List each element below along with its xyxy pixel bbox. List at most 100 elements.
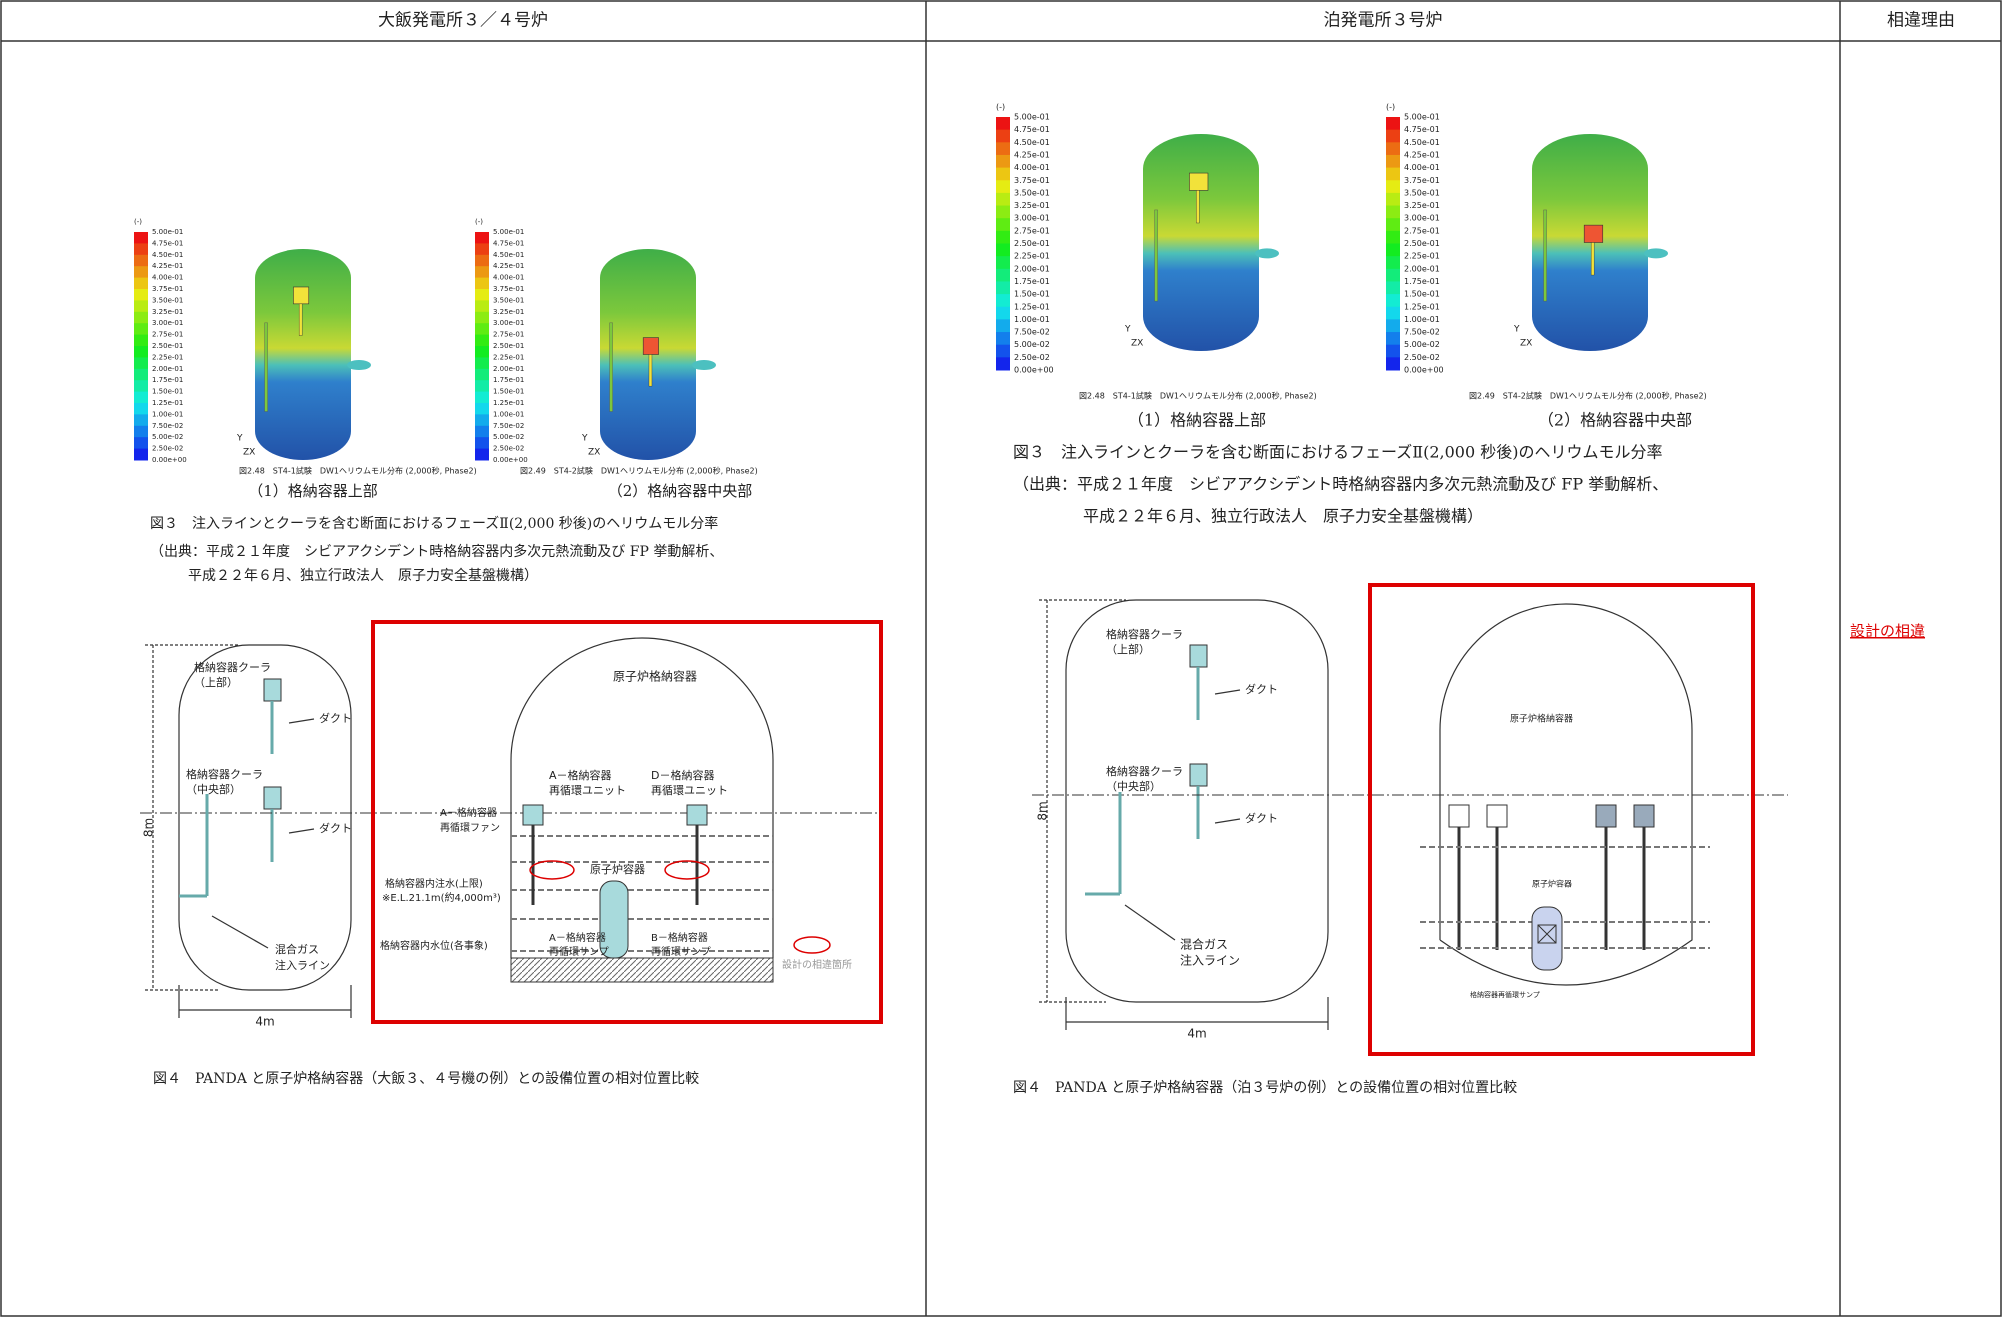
colorbar-label: 2.50e-02 [152, 445, 183, 453]
colorbar-swatch [475, 266, 489, 279]
axis-label: ZX [1131, 339, 1143, 349]
colorbar-label: 3.00e-01 [493, 319, 524, 327]
colorbar-label: 2.50e-01 [493, 342, 524, 350]
difference-marker [529, 860, 575, 880]
colorbar-label: 5.00e-02 [152, 433, 183, 441]
colorbar-swatch [134, 425, 148, 438]
subcaption: （1）格納容器上部 [1128, 411, 1266, 430]
cooler-fin [1255, 248, 1279, 259]
colorbar-swatch [1386, 344, 1400, 358]
colorbar-label: 0.00e+00 [1014, 366, 1054, 375]
colorbar-swatch [475, 289, 489, 301]
colorbar-swatch [996, 294, 1010, 308]
colorbar-label: 3.00e-01 [152, 319, 183, 327]
colorbar-label: 3.75e-01 [493, 285, 524, 293]
colorbar-label: 5.00e-02 [1404, 340, 1440, 349]
colorbar-swatch [996, 117, 1010, 131]
colorbar-label: 1.75e-01 [1404, 277, 1440, 286]
vessel-label: 原子炉容器 [590, 862, 645, 876]
colorbar-swatch [1386, 319, 1400, 333]
colorbar-swatch [475, 277, 489, 290]
colorbar-swatch [996, 243, 1010, 257]
colorbar-label: 1.25e-01 [493, 399, 524, 407]
recirculation-unit [522, 804, 544, 826]
axis-label: ZX [243, 448, 255, 458]
source-note: 平成２２年６月、独立行政法人 原子力安全基盤機構） [1083, 507, 1483, 526]
dimension-label: 4m [1187, 1027, 1206, 1041]
colorbar-label: 2.50e-02 [1014, 353, 1050, 362]
colorbar-label: 7.50e-02 [1404, 328, 1440, 337]
cooler-plume [1583, 224, 1604, 243]
fan-label: 再循環ファン [440, 821, 500, 834]
colorbar-label: 3.25e-01 [493, 308, 524, 316]
colorbar-label: 4.50e-01 [1404, 138, 1440, 147]
colorbar-swatch [996, 218, 1010, 232]
colorbar-swatch [1386, 281, 1400, 295]
colorbar-swatch [134, 437, 148, 450]
colorbar-swatch [134, 232, 148, 244]
colorbar-unit: (-) [996, 103, 1005, 112]
difference-box [1368, 583, 1755, 1056]
colorbar-swatch [1386, 192, 1400, 207]
colorbar-label: 2.50e-01 [1014, 239, 1050, 248]
colorbar-swatch [134, 254, 148, 267]
colorbar-label: 1.00e-01 [1404, 315, 1440, 324]
colorbar-label: 3.50e-01 [493, 296, 524, 304]
colorbar-swatch [475, 448, 489, 461]
colorbar-label: 7.50e-02 [493, 422, 524, 430]
colorbar-swatch [475, 232, 489, 244]
colorbar-swatch [1386, 205, 1400, 219]
colorbar-swatch [475, 403, 489, 415]
colorbar-label: 1.25e-01 [1014, 302, 1050, 311]
injection-label: 注入ライン [1180, 953, 1240, 968]
duct-label: ダクト [319, 711, 352, 725]
figure-caption: 図３ 注入ラインとクーラを含む断面におけるフェーズⅡ(2,000 秒後)のヘリウ… [150, 515, 718, 532]
colorbar-swatch [475, 380, 489, 393]
colorbar-label: 2.50e-02 [493, 445, 524, 453]
colorbar-swatch [996, 129, 1010, 143]
colorbar-label: 2.25e-01 [1404, 252, 1440, 261]
containment-outline [1439, 603, 1693, 986]
duct-label: ダクト [1245, 811, 1278, 825]
unit-label: 再循環ユニット [651, 784, 728, 797]
injection-label: 注入ライン [275, 958, 330, 972]
colorbar-label: 4.75e-01 [1014, 125, 1050, 134]
colorbar-swatch [1386, 129, 1400, 143]
colorbar-label: 5.00e-01 [1014, 113, 1050, 122]
colorbar-swatch [996, 256, 1010, 270]
colorbar-swatch [475, 243, 489, 256]
colorbar-label: 2.00e-01 [493, 365, 524, 373]
colorbar-label: 1.25e-01 [152, 399, 183, 407]
colorbar-swatch [996, 319, 1010, 333]
colorbar-label: 1.50e-01 [1014, 290, 1050, 299]
colorbar-label: 1.50e-01 [152, 388, 183, 396]
colorbar-label: 3.00e-01 [1014, 214, 1050, 223]
colorbar-swatch [134, 243, 148, 256]
line [1214, 818, 1241, 824]
vessel-contour [255, 249, 351, 460]
colorbar-label: 2.50e-01 [152, 342, 183, 350]
colorbar-swatch [134, 266, 148, 279]
colorbar-label: 4.50e-01 [152, 251, 183, 259]
cooler-plume [642, 337, 659, 355]
colorbar-swatch [134, 380, 148, 393]
colorbar-swatch [134, 300, 148, 313]
colorbar-swatch [475, 311, 489, 324]
cooler-fin [347, 360, 371, 371]
colorbar-swatch [996, 230, 1010, 244]
colorbar-label: 3.25e-01 [1404, 201, 1440, 210]
axis-label: Y [1124, 325, 1131, 335]
colorbar-unit: (-) [1386, 103, 1395, 112]
colorbar-label: 2.75e-01 [493, 331, 524, 339]
colorbar-label: 4.75e-01 [152, 239, 183, 247]
colorbar-swatch [996, 192, 1010, 207]
recirculation-unit [1486, 804, 1508, 828]
colorbar-label: 4.50e-01 [493, 251, 524, 259]
colorbar-swatch [134, 368, 148, 381]
water-label: 格納容器内水位(各事象) [380, 939, 488, 952]
colorbar-label: 2.50e-02 [1404, 353, 1440, 362]
axis-label: Y [236, 434, 243, 444]
colorbar-swatch [996, 357, 1010, 371]
fan-label: A－格納容器 [440, 806, 497, 819]
